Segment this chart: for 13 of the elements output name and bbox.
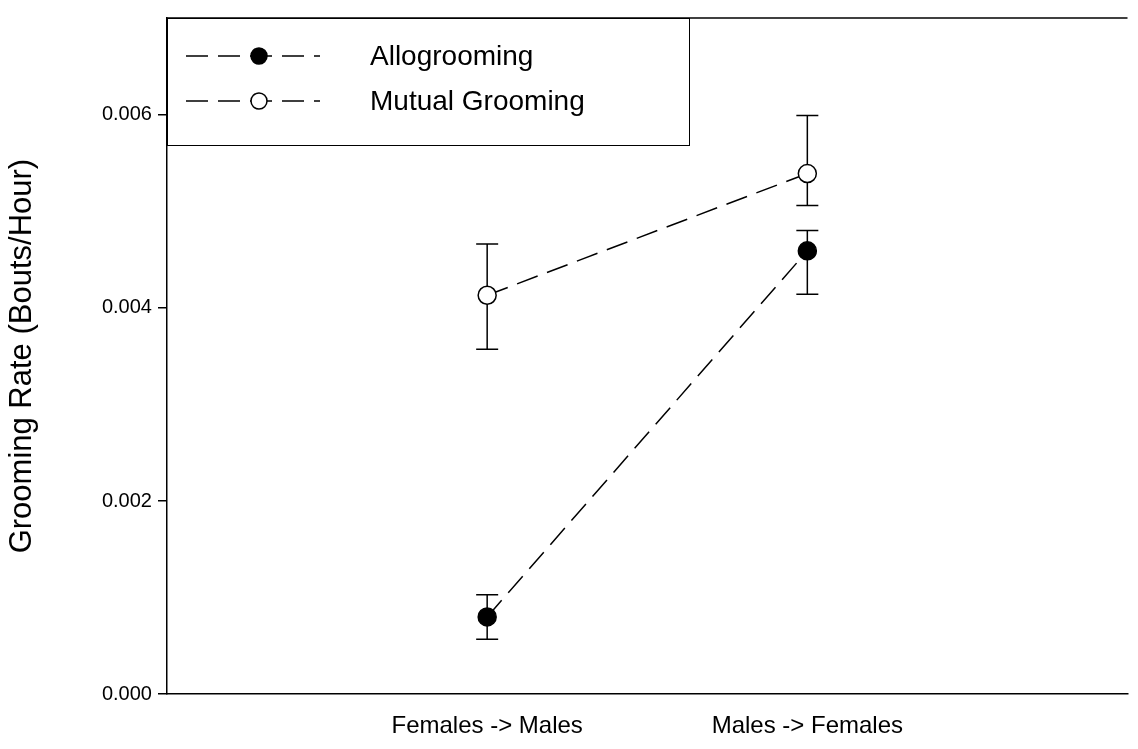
point	[797, 241, 818, 261]
x-tick-label: Females -> Males	[391, 711, 583, 739]
y-tick-label: 0.000	[101, 681, 152, 704]
y-axis-title: Grooming Rate (Bouts/Hour)	[3, 158, 39, 554]
x-tick-label: Males -> Females	[711, 711, 904, 739]
point	[477, 285, 497, 305]
y-tick-label: 0.006	[101, 102, 152, 125]
y-tick-label: 0.004	[101, 295, 152, 318]
point	[477, 607, 497, 627]
point	[797, 163, 818, 184]
y-tick-label: 0.002	[101, 488, 152, 511]
legend-label: Allogrooming	[370, 39, 534, 72]
legend-label: Mutual Grooming	[370, 84, 585, 117]
